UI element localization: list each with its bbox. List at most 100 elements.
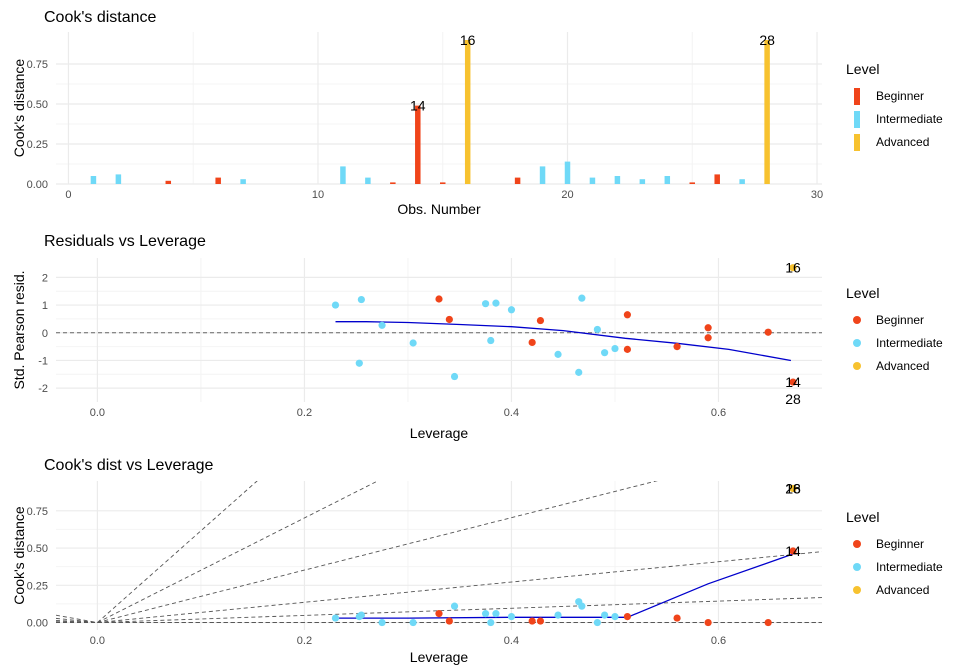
y-tick-label: 0.75: [27, 59, 48, 71]
y-axis-label: Std. Pearson resid.: [11, 270, 27, 389]
data-point: [704, 618, 712, 627]
data-point: [528, 338, 536, 347]
x-tick-label: 0: [65, 189, 71, 201]
bar: [165, 180, 172, 184]
bar: [764, 40, 770, 184]
y-tick-label: 0.25: [27, 139, 48, 151]
data-point: [435, 610, 443, 618]
legend-entry-label: Beginner: [876, 89, 924, 103]
bar: [639, 179, 646, 184]
data-point: [409, 339, 417, 347]
y-tick-label: 0.50: [27, 99, 48, 111]
bar: [664, 176, 671, 184]
chart-title: Residuals vs Leverage: [44, 233, 206, 250]
data-point: [789, 547, 797, 555]
bar: [614, 176, 621, 184]
point-label: 16: [785, 480, 801, 496]
legend-entry-label: Intermediate: [876, 560, 943, 574]
point-label: 14: [410, 98, 426, 114]
x-axis-label: Leverage: [410, 425, 469, 441]
bar: [215, 177, 221, 184]
point-label: 14: [785, 374, 801, 390]
data-point: [601, 349, 609, 357]
data-point: [450, 602, 459, 610]
data-point: [789, 378, 797, 386]
legend-swatch: [853, 540, 861, 548]
data-point: [507, 612, 516, 621]
data-point: [611, 612, 619, 621]
smooth-line: [335, 321, 792, 362]
legend-title: Level: [846, 509, 879, 525]
x-axis-label: Obs. Number: [397, 201, 481, 217]
data-point: [331, 301, 340, 309]
legend-title: Level: [846, 61, 879, 77]
data-point: [536, 316, 545, 325]
x-tick-label: 0.0: [90, 407, 105, 419]
cooks-contour-line: [97, 551, 822, 623]
data-point: [789, 264, 797, 272]
data-point: [554, 350, 562, 358]
y-tick-label: 0.00: [27, 618, 48, 630]
bar: [439, 182, 446, 184]
legend-entry-label: Beginner: [876, 313, 924, 327]
bar: [365, 177, 371, 184]
cooks-contour-line: [97, 481, 658, 623]
data-point: [673, 614, 681, 622]
data-point: [487, 336, 495, 345]
data-point: [492, 299, 500, 307]
bar: [390, 182, 396, 184]
data-point: [623, 612, 631, 621]
bar: [689, 182, 695, 184]
data-point: [611, 344, 619, 353]
data-point: [704, 334, 712, 342]
data-point: [445, 617, 453, 625]
data-point: [575, 368, 583, 376]
legend-swatch: [853, 339, 861, 347]
data-point: [355, 612, 363, 621]
bar: [340, 166, 346, 184]
x-tick-label: 30: [811, 189, 823, 201]
data-point: [331, 614, 340, 622]
bar: [514, 177, 521, 184]
data-point: [435, 295, 443, 303]
data-point: [578, 602, 586, 610]
chart-title: Cook's dist vs Leverage: [44, 457, 213, 474]
y-tick-label: -1: [38, 355, 48, 367]
data-point: [593, 618, 601, 627]
legend-swatch: [854, 88, 860, 105]
data-point: [764, 328, 772, 336]
point-label: 28: [759, 32, 775, 48]
smooth-line: [335, 553, 794, 619]
data-point: [528, 617, 536, 625]
data-point: [507, 306, 516, 314]
legend: Level Beginner Intermediate Advanced: [846, 61, 943, 151]
y-tick-label: 0.25: [27, 580, 48, 592]
x-tick-label: 0.2: [297, 407, 312, 419]
x-tick-label: 10: [312, 189, 324, 201]
x-tick-label: 0.4: [504, 407, 519, 419]
chart-title: Cook's distance: [44, 9, 157, 26]
x-tick-label: 0.0: [90, 635, 105, 647]
bar: [714, 174, 720, 184]
point-label: 16: [460, 32, 476, 48]
bar: [739, 179, 745, 184]
bar: [564, 161, 571, 184]
point-label: 28: [785, 480, 801, 496]
plot-area: [56, 481, 822, 627]
legend-swatch: [853, 586, 861, 594]
data-point: [378, 321, 386, 329]
bar: [539, 166, 546, 184]
data-point: [409, 618, 417, 627]
y-tick-label: 0.00: [27, 179, 48, 191]
data-point: [578, 294, 586, 302]
legend-entry-label: Advanced: [876, 583, 929, 597]
legend-entry-label: Advanced: [876, 359, 929, 373]
y-tick-label: -2: [38, 383, 48, 395]
data-point: [445, 315, 453, 324]
data-point: [764, 618, 772, 627]
data-point: [554, 611, 562, 619]
data-point: [673, 343, 681, 351]
cooks-contour-line: [97, 597, 822, 623]
